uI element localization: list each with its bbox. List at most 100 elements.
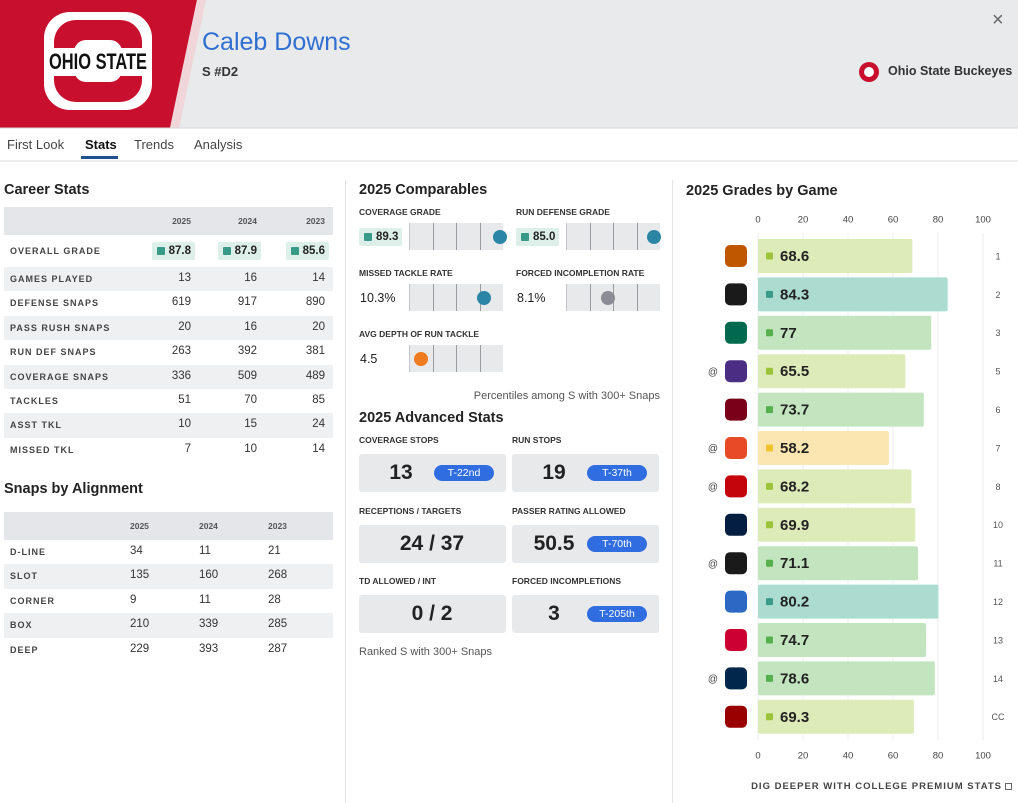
metric-label: MISSED TACKLE RATE: [359, 268, 453, 278]
table-header: [4, 207, 333, 235]
metric-value: 10.3%: [360, 291, 396, 305]
cell: 917: [237, 296, 257, 309]
away-marker: @: [708, 444, 718, 455]
bar-value: 69.3: [780, 709, 809, 726]
column-header: 2025: [130, 521, 149, 531]
section-title: Career Stats: [4, 182, 90, 198]
bar-value: 80.2: [780, 594, 809, 611]
bar: [758, 623, 927, 657]
metric-label: AVG DEPTH OF RUN TACKLE: [359, 329, 480, 339]
x-tick-label: 100: [975, 751, 991, 762]
track-divider: [432, 284, 434, 311]
cell: 16: [244, 272, 257, 284]
close-button[interactable]: ×: [992, 9, 1004, 31]
week-label: 13: [993, 635, 1003, 645]
cell: 229: [130, 642, 150, 655]
cell: 20: [312, 320, 325, 333]
percentile-dot: [647, 229, 662, 244]
rank-pill: T-22nd: [434, 465, 494, 481]
tab-underline: [81, 156, 118, 159]
track-divider: [636, 284, 638, 311]
stat-label: RECEPTIONS / TARGETS: [359, 505, 462, 516]
table-header: [4, 512, 333, 540]
bar: [758, 584, 939, 619]
cell: 20: [178, 320, 191, 333]
grade-square: [291, 247, 299, 255]
row-label: COVERAGE SNAPS: [10, 371, 110, 382]
stat-label: TD ALLOWED / INT: [359, 576, 437, 586]
row-label: MISSED TKL: [10, 444, 75, 455]
player-position: S #D2: [202, 64, 239, 79]
bar: [758, 392, 924, 427]
note: Percentiles among S with 300+ Snaps: [473, 390, 660, 402]
cell: 14: [312, 442, 325, 455]
away-marker: @: [708, 367, 718, 378]
x-tick-label: 40: [843, 215, 854, 226]
grade-square: [766, 713, 773, 721]
track-divider: [566, 223, 567, 250]
team-logo: [725, 437, 747, 459]
grades-chart: 2025 Grades by Game 0 0 20 20 40 40 60 60 80 80 100…: [686, 183, 1005, 762]
cell: 509: [237, 369, 257, 382]
track-divider: [456, 223, 457, 250]
bar: [758, 277, 948, 312]
tab[interactable]: Stats: [85, 137, 117, 152]
cell: 210: [130, 618, 150, 631]
stat-label: PASSER RATING ALLOWED: [512, 505, 626, 516]
row-shade: [4, 315, 333, 341]
team-logo: [725, 475, 747, 498]
column-header: 2023: [306, 216, 325, 226]
grade-square: [766, 444, 773, 452]
stat-box: [359, 595, 506, 633]
cell: 51: [178, 394, 191, 406]
tab[interactable]: Trends: [134, 137, 174, 152]
team-logo: [725, 513, 747, 536]
x-tick-label: 20: [798, 215, 809, 226]
grade-square: [766, 598, 773, 606]
metric-value: 8.1%: [517, 291, 546, 305]
bar-value: 78.6: [780, 670, 809, 687]
grade-square: [766, 290, 773, 298]
rank-pill: T-70th: [587, 535, 647, 552]
week-label: 12: [993, 597, 1003, 607]
stat-value: 3: [548, 602, 560, 625]
grade-square: [157, 247, 165, 255]
tab[interactable]: Analysis: [194, 137, 243, 152]
column-header: 2023: [268, 521, 287, 531]
premium-link[interactable]: DIG DEEPER WITH COLLEGE PREMIUM STATS: [751, 781, 1002, 792]
column-divider: [672, 180, 673, 803]
tab[interactable]: First Look: [7, 137, 65, 152]
week-label: 2: [995, 290, 1000, 300]
cell: 7: [184, 442, 191, 455]
cell: 14: [312, 272, 325, 284]
week-label: 3: [995, 328, 1000, 338]
metric-label: FORCED INCOMPLETION RATE: [516, 268, 645, 278]
column-header: 2024: [199, 521, 218, 531]
cell: 285: [268, 618, 288, 631]
grade-square: [364, 233, 372, 241]
x-tick-label: 60: [888, 215, 899, 226]
stat-box: [359, 524, 506, 563]
week-label: 6: [995, 405, 1000, 415]
bar-value: 71.1: [780, 555, 809, 572]
track-divider: [479, 223, 481, 250]
cell: 11: [199, 545, 211, 557]
grade-square: [766, 406, 773, 414]
section-title: Snaps by Alignment: [4, 481, 143, 497]
cell: 619: [171, 296, 191, 309]
cell: 336: [171, 369, 191, 382]
logo-text: OHIO STATE: [49, 49, 147, 74]
grade-badge: 87.8: [151, 242, 195, 260]
x-tick-label: 80: [933, 215, 944, 226]
cell: 10: [178, 418, 191, 431]
team-logo: [725, 552, 747, 575]
team-logo-hole: [864, 67, 874, 77]
track-divider: [456, 345, 457, 372]
row-shade: [4, 413, 333, 438]
grade-badge: 89.3: [359, 228, 403, 246]
metric-label: COVERAGE GRADE: [359, 207, 441, 217]
row-label: PASS RUSH SNAPS: [10, 322, 111, 333]
team-logo: [725, 283, 747, 306]
cell: 392: [237, 345, 257, 358]
bar-value: 68.6: [780, 248, 809, 265]
